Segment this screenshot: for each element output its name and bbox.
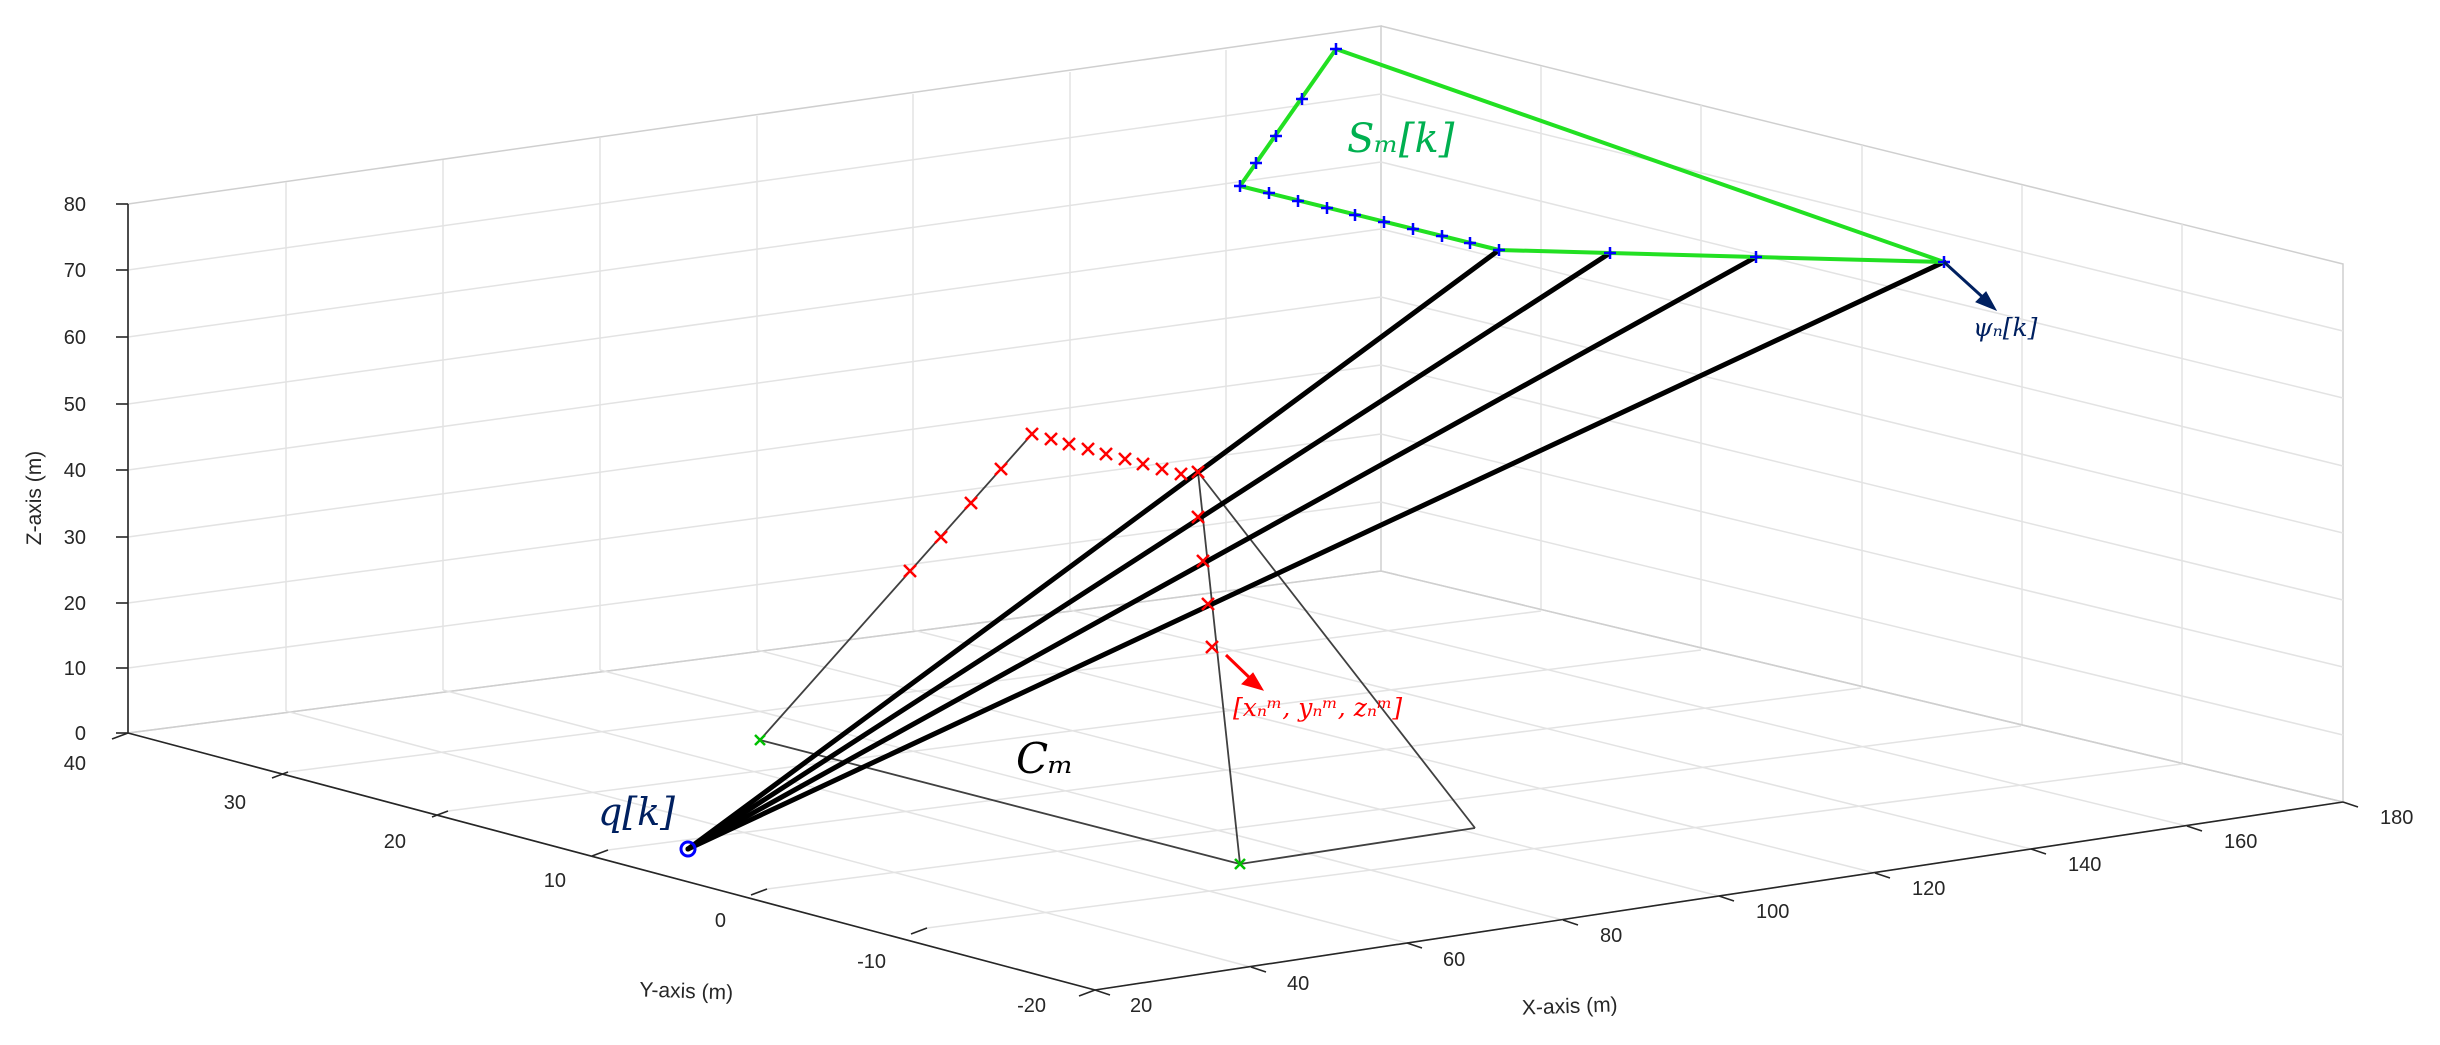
- y-axis-title: Y-axis (m): [639, 978, 733, 1004]
- z-axis-tick-labels: 0 10 20 30 40 50 60 70 80: [64, 194, 86, 745]
- z-tick-label: 30: [64, 527, 86, 549]
- cone-markers: [903, 427, 1219, 654]
- z-tick-label: 70: [64, 260, 86, 282]
- surface-marker: [1378, 216, 1390, 228]
- ray-4: [685, 259, 1947, 852]
- user-position-marker: [679, 840, 697, 858]
- cone-marker: [1025, 427, 1039, 441]
- x-axis-tick-labels: 20 40 60 80 100 120 140 160 180: [1130, 807, 2413, 1017]
- y-tick-label: 40: [64, 753, 86, 775]
- surface-marker: [1464, 237, 1476, 249]
- z-tick-label: 10: [64, 658, 86, 680]
- surface-marker: [1604, 247, 1616, 259]
- cone-marker: [1044, 432, 1058, 446]
- x-tick-label: 80: [1600, 925, 1622, 947]
- cone-marker: [903, 564, 917, 578]
- cone-marker: [994, 462, 1008, 476]
- cone-marker: [964, 496, 978, 510]
- cone-marker: [1196, 554, 1210, 568]
- cone-marker: [1174, 467, 1188, 481]
- z-tick-label: 80: [64, 194, 86, 216]
- surface-marker: [1407, 223, 1419, 235]
- cone-marker: [1136, 457, 1150, 471]
- surface-marker: [1296, 93, 1308, 105]
- point-label: [xₙᵐ, yₙᵐ, zₙᵐ]: [1233, 693, 1402, 722]
- surface-marker: [1330, 43, 1342, 55]
- cone-marker: [1201, 597, 1215, 611]
- side-wall-grid: [1380, 25, 2344, 803]
- z-tick-label: 40: [64, 460, 86, 482]
- surface-polyline: [1238, 47, 1945, 264]
- surface-marker: [1349, 209, 1361, 221]
- y-tick-label: -20: [1017, 995, 1046, 1017]
- ray-2: [685, 250, 1613, 852]
- surface-marker: [1270, 130, 1282, 142]
- x-axis-title: X-axis (m): [1522, 993, 1618, 1019]
- x-tick-label: 180: [2380, 807, 2413, 829]
- ground-marker: [754, 734, 766, 746]
- surface-marker: [1493, 244, 1505, 256]
- y-tick-label: 10: [544, 870, 566, 892]
- ground-markers: [754, 734, 1246, 870]
- x-tick-label: 120: [1912, 878, 1945, 900]
- y-tick-label: -10: [857, 951, 886, 973]
- surface-marker: [1750, 251, 1762, 263]
- surface-markers: [1234, 43, 1950, 268]
- y-axis-tick-labels: 40 30 20 10 0 -10 -20: [64, 753, 1046, 1017]
- y-tick-label: 30: [224, 792, 246, 814]
- z-tick-label: 20: [64, 593, 86, 615]
- z-axis-ticks: [116, 203, 128, 734]
- y-axis-ticks: [111, 732, 1096, 997]
- cone-marker: [1155, 462, 1169, 476]
- x-tick-label: 20: [1130, 995, 1152, 1017]
- ray-1: [685, 247, 1502, 852]
- ground-marker: [1234, 858, 1246, 870]
- cone-edges: [759, 433, 1476, 865]
- cone-marker: [1099, 447, 1113, 461]
- cone-marker: [1118, 452, 1132, 466]
- surface-marker: [1436, 230, 1448, 242]
- x-tick-label: 160: [2224, 831, 2257, 853]
- z-axis-title: Z-axis (m): [23, 451, 46, 545]
- cone-marker: [1191, 510, 1205, 524]
- direction-label: ψₙ[k]: [1973, 313, 2038, 342]
- surface-marker: [1234, 180, 1246, 192]
- x-axis-ticks: [1094, 801, 2359, 996]
- floor-grid: [127, 570, 2344, 991]
- x-tick-label: 60: [1443, 949, 1465, 971]
- x-tick-label: 140: [2068, 854, 2101, 876]
- ray-3: [685, 254, 1759, 852]
- cone-marker: [1081, 442, 1095, 456]
- cone-marker: [934, 530, 948, 544]
- surface-label: Sₘ[k]: [1347, 116, 1455, 162]
- cone-marker: [1205, 640, 1219, 654]
- z-tick-label: 0: [75, 723, 86, 745]
- y-tick-label: 0: [715, 910, 726, 932]
- cone-marker: [1062, 437, 1076, 451]
- point-arrow: [1224, 653, 1265, 691]
- cone-marker: [1191, 465, 1205, 479]
- surface-marker: [1292, 195, 1304, 207]
- x-tick-label: 100: [1756, 901, 1789, 923]
- x-tick-label: 40: [1287, 973, 1309, 995]
- z-tick-label: 50: [64, 394, 86, 416]
- cone-label: Cₘ: [1016, 734, 1074, 783]
- surface-marker: [1250, 157, 1262, 169]
- surface-marker: [1263, 187, 1275, 199]
- user-label: q[k]: [598, 790, 675, 834]
- back-wall-grid: [127, 25, 1382, 734]
- direction-arrow: [1942, 260, 1998, 311]
- z-tick-label: 60: [64, 327, 86, 349]
- rays: [685, 247, 1947, 852]
- y-tick-label: 20: [384, 831, 406, 853]
- surface-marker: [1321, 202, 1333, 214]
